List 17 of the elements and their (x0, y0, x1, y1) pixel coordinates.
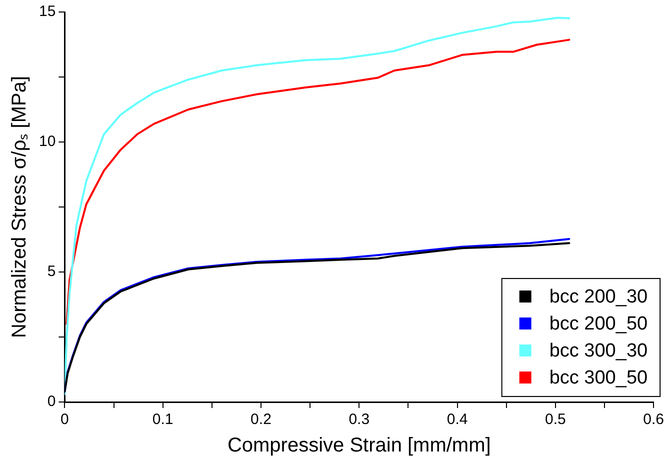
legend-label: bcc 300_50 (549, 368, 648, 389)
y-axis-title: Normalized Stress σ/ρₛ [MPa] (8, 76, 31, 338)
legend-label: bcc 200_50 (549, 314, 648, 335)
x-tick-label: 0.3 (348, 411, 370, 428)
y-tick-label: 5 (47, 263, 56, 280)
x-tick-label: 0.5 (544, 411, 566, 428)
x-tick-label: 0.2 (250, 411, 272, 428)
x-tick-label: 0.4 (446, 411, 468, 428)
legend-label: bcc 300_30 (549, 340, 648, 362)
x-axis-title: Compressive Strain [mm/mm] (227, 434, 491, 457)
x-tick-label: 0 (60, 411, 69, 428)
y-tick-label: 15 (38, 3, 56, 20)
y-tick-label: 10 (38, 133, 56, 150)
legend-label: bcc 200_30 (549, 286, 648, 308)
x-tick-label: 0.1 (152, 411, 174, 428)
x-tick-label: 0.6 (643, 411, 664, 428)
y-tick-label: 0 (47, 393, 56, 410)
